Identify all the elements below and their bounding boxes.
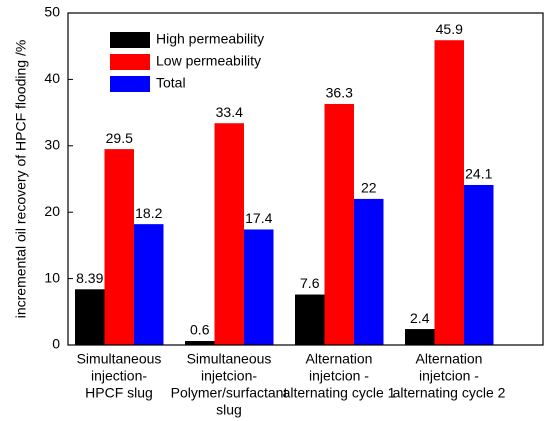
bar [244, 229, 274, 345]
x-tick-label: alternating cycle 2 [393, 385, 506, 401]
x-tick-label: Simultaneous [77, 351, 162, 367]
value-label: 29.5 [106, 130, 133, 146]
x-tick-label: injection- [91, 368, 147, 384]
x-tick-label: injetcion - [419, 368, 479, 384]
y-tick-label: 30 [44, 137, 60, 153]
bar [185, 341, 215, 345]
bar [354, 198, 384, 345]
bar [295, 294, 325, 345]
bar [214, 123, 244, 345]
value-label: 7.6 [300, 275, 320, 291]
y-tick-label: 50 [44, 4, 60, 20]
legend-swatch [110, 76, 150, 92]
y-tick-label: 20 [44, 203, 60, 219]
value-label: 36.3 [326, 85, 353, 101]
y-tick-label: 10 [44, 269, 60, 285]
x-tick-label: Alternation [416, 351, 483, 367]
y-axis-label: incremental oil recovery of HPCF floodin… [13, 40, 29, 319]
value-label: 33.4 [216, 104, 243, 120]
bar [75, 289, 105, 345]
y-tick-label: 40 [44, 70, 60, 86]
legend-label: High permeability [156, 31, 264, 47]
legend-label: Low permeability [156, 53, 261, 69]
x-tick-label: alternating cycle 1 [283, 385, 396, 401]
x-tick-label: injetcion - [309, 368, 369, 384]
y-tick-label: 0 [52, 336, 60, 352]
x-tick-label: Simultaneous [187, 351, 272, 367]
value-label: 17.4 [245, 210, 272, 226]
plot-frame [67, 12, 544, 346]
value-label: 2.4 [410, 310, 430, 326]
value-label: 0.6 [190, 322, 210, 338]
legend-label: Total [156, 75, 186, 91]
x-tick-label: injetcion- [201, 368, 257, 384]
legend-swatch [110, 32, 150, 48]
x-tick-label: slug [216, 402, 242, 418]
bar [434, 40, 464, 345]
x-tick-label: HPCF slug [85, 385, 153, 401]
value-label: 45.9 [436, 21, 463, 37]
value-label: 18.2 [135, 205, 162, 221]
x-tick-label: Alternation [306, 351, 373, 367]
x-tick-label: Polymer/surfactant [171, 385, 288, 401]
bar [324, 103, 354, 345]
bar [405, 329, 435, 345]
bar [104, 149, 134, 345]
value-label: 8.39 [76, 270, 103, 286]
bar [464, 184, 494, 345]
value-label: 22 [361, 180, 377, 196]
bar [134, 224, 164, 345]
value-label: 24.1 [465, 166, 492, 182]
legend-swatch [110, 54, 150, 70]
